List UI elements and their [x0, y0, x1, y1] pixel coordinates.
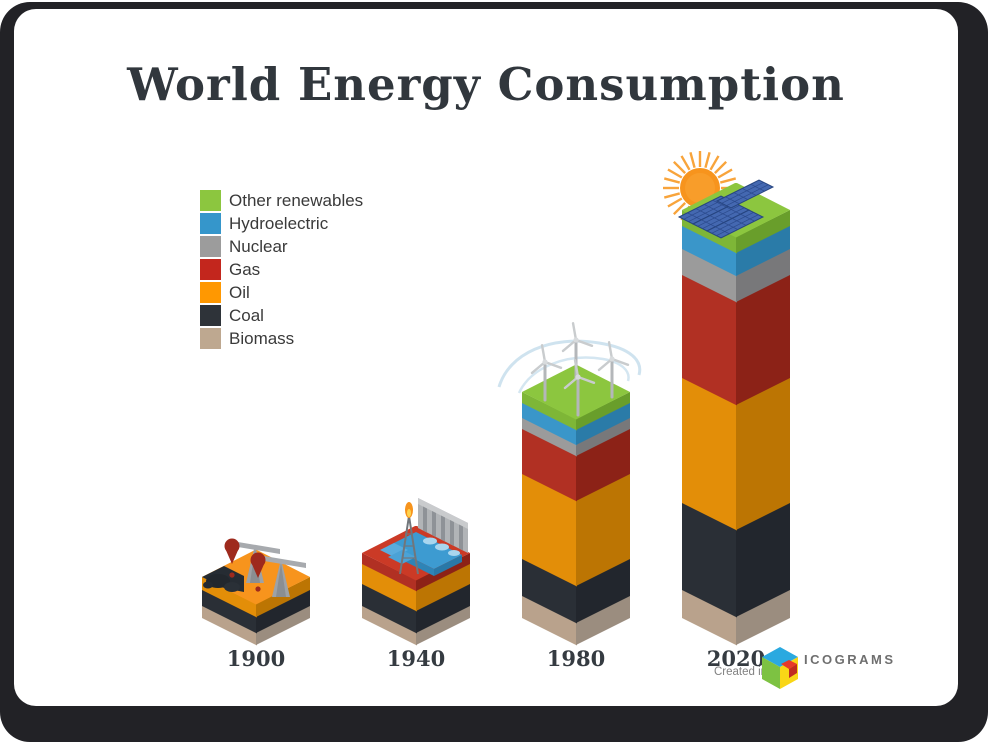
- legend-item: Nuclear: [200, 236, 363, 257]
- legend-label: Nuclear: [229, 237, 288, 256]
- year-label: 1940: [386, 646, 446, 671]
- legend-label: Gas: [229, 260, 261, 279]
- legend-item: Hydroelectric: [200, 213, 363, 234]
- year-label: 2020: [706, 646, 766, 671]
- legend-label: Other renewables: [229, 191, 364, 210]
- coal-rocks-icon: [198, 535, 264, 615]
- legend: Other renewables Hydroelectric Nuclear Gas O…: [200, 190, 363, 351]
- legend-swatch: [200, 213, 221, 234]
- chart-title: World Energy Consumption: [127, 58, 845, 111]
- legend-swatch: [200, 328, 221, 349]
- legend-item: Biomass: [200, 328, 363, 349]
- brand-name: ICOGRAMS: [804, 652, 896, 667]
- created-in-label: Created in: [714, 666, 768, 678]
- legend-label: Oil: [229, 283, 250, 302]
- legend-item: Coal: [200, 305, 363, 326]
- legend-swatch: [200, 305, 221, 326]
- year-label: 1980: [546, 646, 606, 671]
- legend-swatch: [200, 282, 221, 303]
- year-label: 1900: [226, 646, 286, 671]
- brand-credit[interactable]: Created in ICOGRAMS: [700, 640, 910, 700]
- legend-item: Gas: [200, 259, 363, 280]
- legend-item: Other renewables: [200, 190, 363, 211]
- icograms-logo-icon: [760, 646, 800, 695]
- oil-pump-icon: [206, 529, 318, 621]
- legend-swatch: [200, 259, 221, 280]
- hydro-dam-icon: [358, 486, 480, 586]
- card: [14, 9, 958, 706]
- legend-label: Coal: [229, 306, 264, 325]
- solar-panel-icon: [651, 155, 826, 265]
- legend-label: Hydroelectric: [229, 214, 329, 233]
- wind-turbine-icon: [491, 322, 661, 454]
- legend-label: Biomass: [229, 329, 295, 348]
- legend-swatch: [200, 236, 221, 257]
- legend-item: Oil: [200, 282, 363, 303]
- legend-swatch: [200, 190, 221, 211]
